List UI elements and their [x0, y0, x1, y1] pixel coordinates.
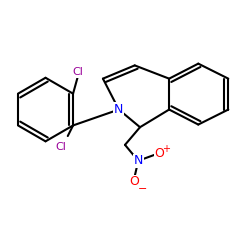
Text: O: O: [129, 176, 139, 188]
Text: −: −: [138, 184, 147, 194]
Text: O: O: [154, 147, 164, 160]
Text: N: N: [134, 154, 143, 167]
Text: N: N: [114, 103, 124, 116]
Text: Cl: Cl: [55, 142, 66, 152]
Text: +: +: [162, 144, 170, 154]
Text: Cl: Cl: [72, 68, 83, 78]
